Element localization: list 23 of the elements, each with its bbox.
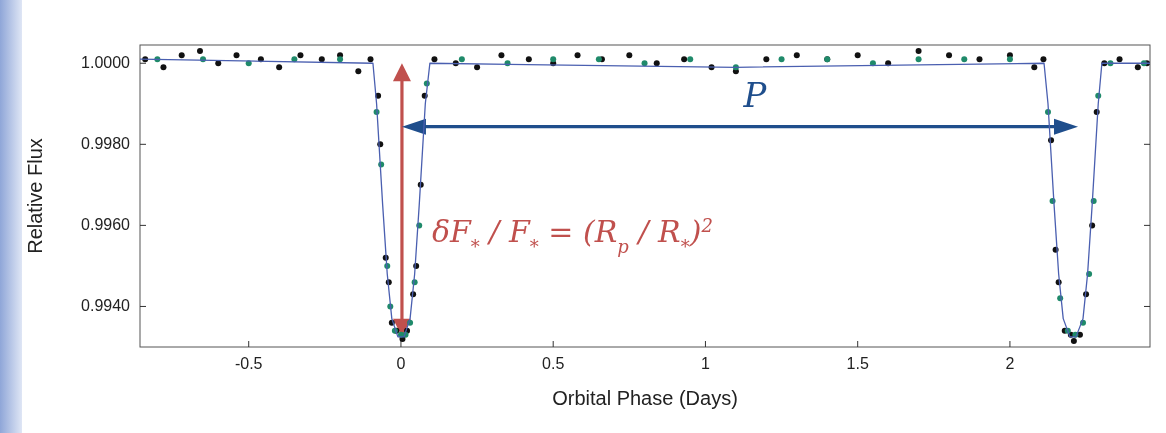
y-axis-title: Relative Flux — [24, 138, 46, 254]
x-tick-label: 1 — [700, 355, 710, 372]
y-tick-label: 1.0000 — [81, 54, 131, 72]
text: δF$_{*}$ / F$_{*}$ = (R$_{p}$ / R$_{*}$)$^{2}$ — [431, 213, 713, 257]
x-tick-label: 0.5 — [542, 355, 565, 372]
x-tick-label: 2 — [1005, 355, 1015, 372]
x-tick-label: 0 — [396, 355, 406, 372]
point — [1006, 56, 1013, 63]
point — [687, 56, 694, 63]
point — [915, 56, 922, 63]
point — [869, 60, 876, 67]
point — [961, 56, 968, 63]
y-tick-label: 0.9960 — [81, 216, 131, 234]
x-tick-label: -0.5 — [234, 355, 263, 372]
x-tick-label: 1.5 — [846, 355, 869, 372]
point — [337, 56, 344, 63]
y-tick-label: 0.9980 — [81, 135, 131, 153]
point — [550, 56, 557, 63]
y-tick-label: 0.9940 — [81, 297, 131, 315]
point — [458, 56, 465, 63]
x-axis-title: Orbital Phase (Days) — [552, 387, 738, 409]
point — [778, 56, 785, 63]
annotation: P — [742, 74, 768, 115]
